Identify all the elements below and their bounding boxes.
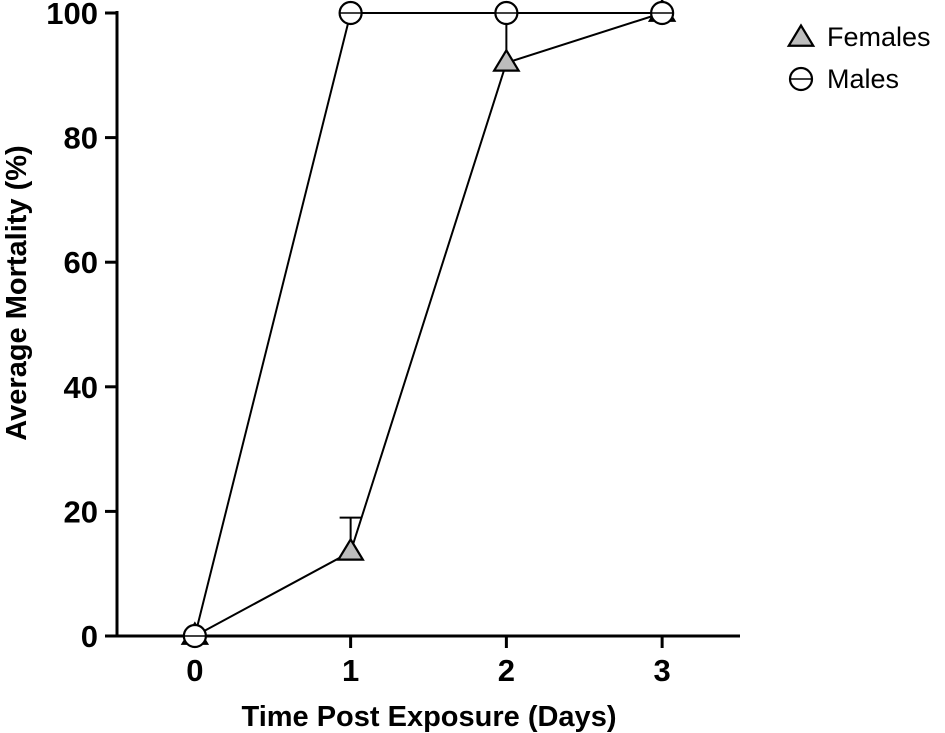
circle-marker-males <box>182 623 207 649</box>
legend-triangle-marker <box>786 23 816 47</box>
legend-label-males: Males <box>827 64 899 94</box>
legend: Females Males <box>786 22 931 94</box>
axes <box>105 11 740 648</box>
series-lines <box>193 12 663 637</box>
y-tick-label: 80 <box>64 121 98 156</box>
y-tick-label: 40 <box>64 370 98 405</box>
series-line-males <box>193 12 663 637</box>
x-axis-title: Time Post Exposure (Days) <box>242 701 617 733</box>
y-tick-label: 20 <box>64 494 98 529</box>
triangle-marker-females <box>492 48 521 72</box>
triangle-marker-females <box>336 537 365 561</box>
error-bars <box>339 15 518 552</box>
circle-marker-males <box>494 0 519 26</box>
y-tick-label: 60 <box>64 245 98 280</box>
legend-item-males: Males <box>788 64 899 94</box>
circle-marker-males <box>650 0 675 26</box>
x-tick-label: 1 <box>342 653 359 688</box>
y-tick-label: 0 <box>81 619 98 654</box>
legend-triangle-icon <box>786 23 816 47</box>
legend-circle-icon <box>788 66 814 92</box>
x-tick-label: 0 <box>186 653 203 688</box>
x-tick-label: 3 <box>654 653 671 688</box>
y-tick-label: 100 <box>46 0 98 31</box>
y-axis-title: Average Mortality (%) <box>1 145 33 440</box>
legend-item-females: Females <box>786 22 931 52</box>
circle-marker-males <box>338 0 363 26</box>
legend-circle-marker <box>788 66 814 92</box>
tick-labels: 0 20 40 60 80 100 0 1 2 3 <box>46 0 670 688</box>
x-tick-label: 2 <box>498 653 515 688</box>
legend-label-females: Females <box>827 22 931 52</box>
series-line-females <box>194 12 663 637</box>
data-markers <box>180 0 677 649</box>
